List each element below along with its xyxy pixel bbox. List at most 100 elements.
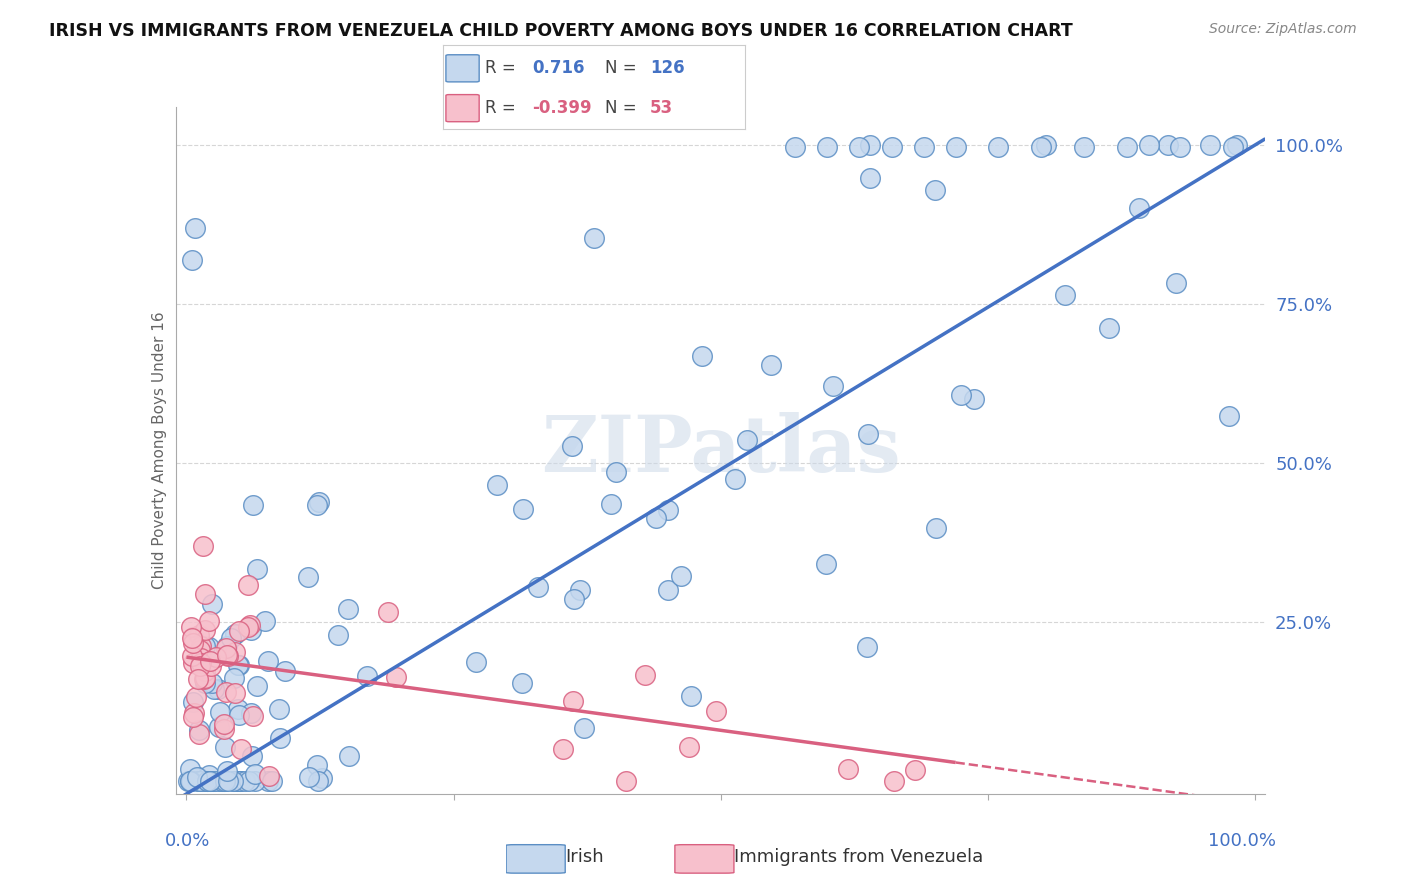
Point [184, 220, 207, 235]
Point [180, 774, 202, 789]
Point [202, 774, 225, 789]
Point [254, 614, 277, 628]
Point [924, 183, 946, 197]
Point [599, 497, 621, 511]
Point [269, 731, 291, 745]
Point [267, 702, 290, 716]
Point [181, 631, 204, 645]
Point [197, 774, 219, 789]
Point [198, 774, 221, 789]
Point [645, 511, 668, 525]
Point [245, 767, 267, 781]
Point [179, 774, 201, 789]
Point [180, 620, 202, 634]
Point [217, 639, 239, 653]
Point [904, 763, 927, 777]
Point [582, 231, 605, 245]
Point [187, 628, 209, 642]
Point [224, 645, 246, 659]
Point [690, 349, 713, 363]
Point [201, 597, 224, 611]
Point [1137, 138, 1160, 153]
Point [212, 774, 235, 789]
Point [605, 466, 627, 480]
Point [229, 774, 252, 789]
Point [1157, 138, 1180, 153]
Point [215, 764, 238, 778]
Point [486, 477, 509, 491]
Point [194, 664, 217, 678]
Point [1029, 140, 1052, 154]
Point [512, 501, 534, 516]
Point [569, 583, 592, 598]
Point [614, 774, 637, 789]
Point [1164, 276, 1187, 290]
Point [859, 170, 882, 185]
Point [194, 639, 217, 653]
Point [215, 640, 238, 655]
Point [222, 671, 245, 685]
Point [246, 679, 269, 693]
Point [208, 774, 231, 789]
Point [198, 615, 221, 629]
Point [1226, 138, 1249, 153]
Point [815, 140, 838, 154]
Point [204, 649, 226, 664]
Point [561, 694, 583, 708]
Point [242, 498, 264, 512]
Point [385, 670, 408, 684]
FancyBboxPatch shape [506, 845, 565, 873]
Point [224, 686, 246, 700]
Point [246, 562, 269, 576]
Point [1128, 202, 1150, 216]
FancyBboxPatch shape [446, 54, 479, 82]
Point [200, 676, 222, 690]
Text: -0.399: -0.399 [531, 99, 592, 117]
Point [562, 591, 585, 606]
Point [191, 539, 214, 553]
Point [657, 582, 679, 597]
Point [198, 655, 221, 669]
Point [561, 439, 583, 453]
Point [212, 716, 235, 731]
Point [188, 726, 211, 740]
Point [297, 569, 319, 583]
Text: 100.0%: 100.0% [1208, 831, 1277, 850]
Point [180, 252, 202, 267]
Point [1199, 138, 1222, 153]
Point [238, 774, 260, 789]
Point [260, 774, 283, 789]
Text: Source: ZipAtlas.com: Source: ZipAtlas.com [1209, 22, 1357, 37]
Point [183, 706, 205, 720]
Text: IRISH VS IMMIGRANTS FROM VENEZUELA CHILD POVERTY AMONG BOYS UNDER 16 CORRELATION: IRISH VS IMMIGRANTS FROM VENEZUELA CHILD… [49, 22, 1073, 40]
Point [212, 774, 235, 789]
Point [298, 770, 321, 784]
Point [925, 521, 948, 535]
Point [190, 656, 212, 670]
Point [181, 695, 204, 709]
Point [311, 771, 333, 785]
Point [236, 620, 259, 634]
Point [211, 774, 233, 789]
Point [1168, 140, 1191, 154]
Point [1115, 140, 1137, 154]
Point [229, 741, 252, 756]
Point [180, 649, 202, 664]
Point [1035, 138, 1057, 153]
Point [217, 648, 239, 662]
Point [1053, 287, 1076, 301]
Point [737, 433, 759, 447]
Point [226, 657, 249, 672]
Point [256, 774, 278, 789]
Point [257, 769, 280, 783]
Text: R =: R = [485, 99, 516, 117]
Point [191, 774, 214, 789]
Point [657, 503, 679, 517]
Point [1073, 140, 1095, 154]
Point [222, 774, 245, 789]
Text: Irish: Irish [565, 848, 603, 866]
Point [194, 676, 217, 690]
Point [187, 672, 209, 686]
Text: 53: 53 [650, 99, 673, 117]
Point [214, 774, 236, 789]
